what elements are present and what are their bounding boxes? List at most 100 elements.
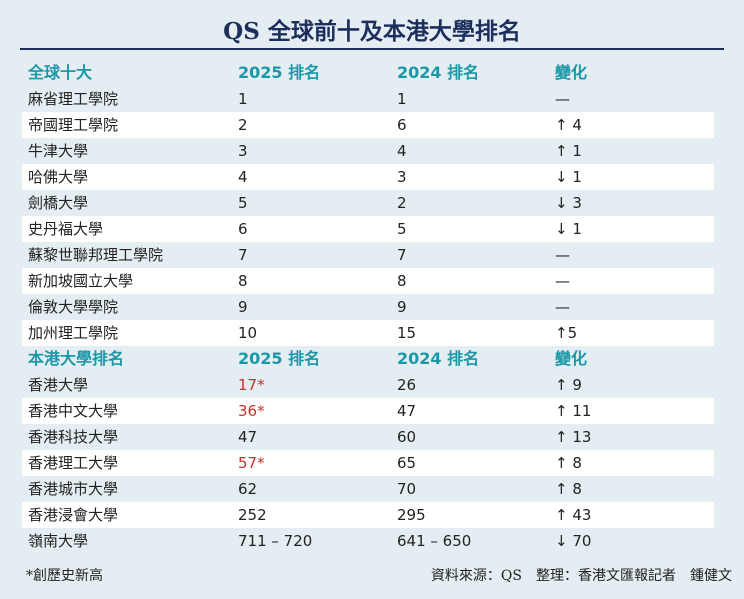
- table-cell: 1: [397, 90, 407, 108]
- table-cell: 香港大學: [28, 376, 89, 394]
- title: QS 全球前十及本港大學排名: [223, 18, 521, 45]
- table-cell: 香港中文大學: [28, 402, 119, 420]
- table-cell: 295: [397, 506, 426, 524]
- header-row: 全球十大 2025 排名 2024 排名 變化: [22, 60, 714, 86]
- table-cell: 8: [397, 272, 407, 290]
- table-cell: —: [555, 272, 570, 290]
- table-cell: 加州理工學院: [28, 324, 119, 342]
- table-cell: 史丹福大學: [28, 220, 104, 238]
- header-cell: 2024 排名: [397, 63, 480, 82]
- table-cell: 3: [238, 142, 248, 160]
- table-cell: 帝國理工學院: [28, 116, 119, 134]
- table-cell: 10: [238, 324, 258, 342]
- table-row: 加州理工學院 10 15 ↑5: [22, 320, 714, 346]
- table-row: 牛津大學 3 4 ↑ 1: [22, 138, 714, 164]
- table-cell: 5: [238, 194, 248, 212]
- table-cell: 15: [397, 324, 417, 342]
- table-cell: ↑ 8: [555, 480, 582, 498]
- table-cell: 7: [238, 246, 248, 264]
- table-row: 香港科技大學 47 60 ↑ 13: [22, 424, 714, 450]
- table-cell: 70: [397, 480, 417, 498]
- table-cell: 香港理工大學: [28, 454, 119, 472]
- table-row: 哈佛大學 4 3 ↓ 1: [22, 164, 714, 190]
- title-rule: [20, 48, 724, 50]
- table-cell: 牛津大學: [28, 142, 89, 160]
- table-row: 香港中文大學 36* 47 ↑ 11: [22, 398, 714, 424]
- header-cell: 變化: [555, 63, 588, 82]
- table-row: 嶺南大學 711 – 720 641 – 650 ↓ 70: [22, 528, 714, 554]
- table-cell: 47: [238, 428, 258, 446]
- table-cell: 倫敦大學學院: [28, 298, 119, 316]
- table-cell: 麻省理工學院: [28, 90, 119, 108]
- table-cell: 香港科技大學: [28, 428, 119, 446]
- table-cell: —: [555, 298, 570, 316]
- table-cell: —: [555, 90, 570, 108]
- header-row: 本港大學排名 2025 排名 2024 排名 變化: [22, 346, 714, 372]
- table-cell: 7: [397, 246, 407, 264]
- table-cell: 1: [238, 90, 248, 108]
- table-cell: ↓ 3: [555, 194, 582, 212]
- table-cell: 2: [397, 194, 407, 212]
- table-cell: 香港浸會大學: [28, 506, 119, 524]
- table-cell: 嶺南大學: [28, 532, 89, 550]
- table-cell: —: [555, 246, 570, 264]
- table-cell: 252: [238, 506, 267, 524]
- table-cell: 4: [238, 168, 248, 186]
- table-cell: 新加坡國立大學: [28, 272, 134, 290]
- header-cell: 2025 排名: [238, 349, 321, 368]
- table-row: 劍橋大學 5 2 ↓ 3: [22, 190, 714, 216]
- table-cell: 17*: [238, 376, 265, 394]
- table-cell: 5: [397, 220, 407, 238]
- table-cell: 3: [397, 168, 407, 186]
- table-cell: 4: [397, 142, 407, 160]
- table-row: 香港浸會大學 252 295 ↑ 43: [22, 502, 714, 528]
- table-cell: ↑ 1: [555, 142, 582, 160]
- table-cell: ↑ 8: [555, 454, 582, 472]
- table-cell: 9: [238, 298, 248, 316]
- table-cell: 60: [397, 428, 417, 446]
- table-cell: 47: [397, 402, 417, 420]
- table-cell: ↑ 9: [555, 376, 582, 394]
- table-cell: 711 – 720: [238, 532, 313, 550]
- table-cell: 8: [238, 272, 248, 290]
- header-cell: 2025 排名: [238, 63, 321, 82]
- table-row: 麻省理工學院 1 1 —: [22, 86, 714, 112]
- table-cell: 26: [397, 376, 417, 394]
- table-row: 倫敦大學學院 9 9 —: [22, 294, 714, 320]
- table-cell: ↓ 1: [555, 168, 582, 186]
- table-cell: ↑ 11: [555, 402, 592, 420]
- table-cell: ↑ 43: [555, 506, 592, 524]
- table-row: 香港大學 17* 26 ↑ 9: [22, 372, 714, 398]
- table-row: 帝國理工學院 2 6 ↑ 4: [22, 112, 714, 138]
- table-cell: 57*: [238, 454, 265, 472]
- table-cell: ↑5: [555, 324, 578, 342]
- table-cell: 香港城市大學: [28, 480, 119, 498]
- table-cell: 2: [238, 116, 248, 134]
- table-cell: 641 – 650: [397, 532, 472, 550]
- footnote: *創歷史新高: [26, 568, 103, 584]
- table-cell: 36*: [238, 402, 265, 420]
- table-row: 香港城市大學 62 70 ↑ 8: [22, 476, 714, 502]
- table-cell: 65: [397, 454, 417, 472]
- table-cell: 62: [238, 480, 258, 498]
- table-cell: ↑ 4: [555, 116, 582, 134]
- table-cell: ↓ 1: [555, 220, 582, 238]
- table-cell: 6: [238, 220, 248, 238]
- table-cell: 6: [397, 116, 407, 134]
- table-row: 史丹福大學 6 5 ↓ 1: [22, 216, 714, 242]
- table-cell: 哈佛大學: [28, 168, 89, 186]
- table-row: 香港理工大學 57* 65 ↑ 8: [22, 450, 714, 476]
- header-cell: 2024 排名: [397, 349, 480, 368]
- table-row: 蘇黎世聯邦理工學院 7 7 —: [22, 242, 714, 268]
- table-cell: 9: [397, 298, 407, 316]
- source: 資料來源：QS 整理：香港文匯報記者 鍾健文: [430, 568, 732, 584]
- header-cell: 變化: [555, 349, 588, 368]
- table-cell: 蘇黎世聯邦理工學院: [28, 246, 164, 264]
- table-row: 新加坡國立大學 8 8 —: [22, 268, 714, 294]
- table-cell: 劍橋大學: [28, 194, 89, 212]
- table-cell: ↓ 70: [555, 532, 592, 550]
- header-cell: 全球十大: [28, 63, 93, 82]
- header-cell: 本港大學排名: [28, 349, 125, 368]
- table-cell: ↑ 13: [555, 428, 592, 446]
